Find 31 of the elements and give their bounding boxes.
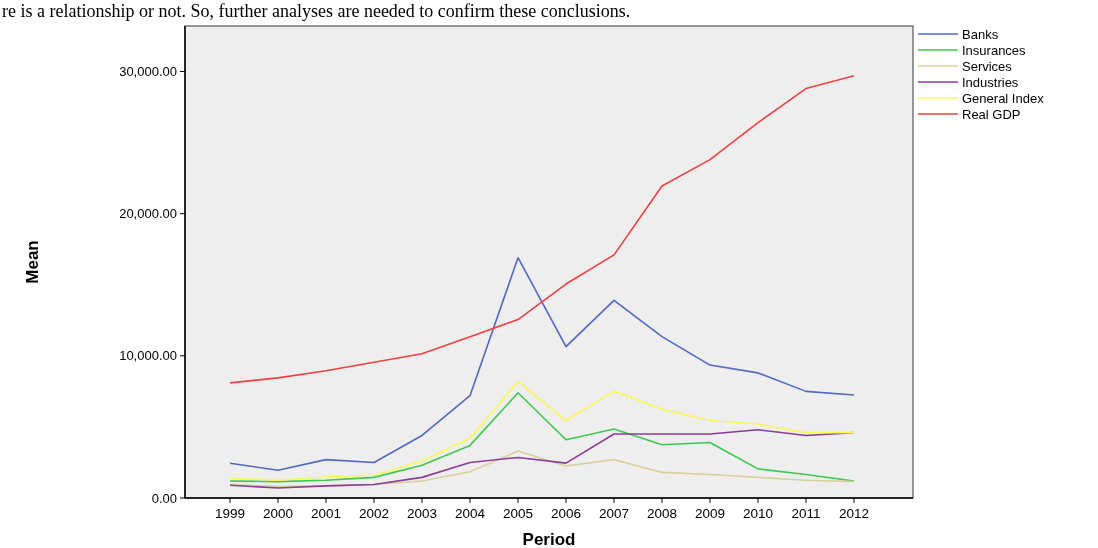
y-axis-title: Mean xyxy=(23,240,42,284)
x-tick-label: 2011 xyxy=(791,506,821,521)
x-tick-label: 2006 xyxy=(550,506,582,521)
legend-label: Industries xyxy=(962,74,1019,90)
x-tick-label: 2002 xyxy=(358,506,390,521)
y-tick-label: 30,000.00 xyxy=(119,64,177,80)
x-tick-label: 1999 xyxy=(214,506,246,521)
x-axis-title: Period xyxy=(522,530,576,548)
legend-label: Banks xyxy=(962,26,999,42)
x-tick-label: 2000 xyxy=(262,506,294,521)
line-series xyxy=(229,428,855,489)
line-series xyxy=(229,74,855,384)
x-tick-label: 2003 xyxy=(406,506,438,521)
x-tick-label: 2007 xyxy=(598,506,630,521)
legend-label: Real GDP xyxy=(962,106,1021,122)
x-tick-label: 2012 xyxy=(838,506,870,521)
legend-label: Insurances xyxy=(962,42,1027,58)
line-series xyxy=(229,450,855,488)
y-tick-label: 10,000.00 xyxy=(119,348,177,364)
x-tick-label: 2005 xyxy=(502,506,534,521)
x-tick-label: 2009 xyxy=(694,506,726,521)
y-tick-label: 0.00 xyxy=(151,490,177,506)
legend-label: General Index xyxy=(962,90,1045,106)
line-series xyxy=(229,256,855,472)
x-tick-label: 2010 xyxy=(742,506,774,521)
x-tick-label: 2004 xyxy=(454,506,486,521)
legend-label: Services xyxy=(962,58,1013,74)
y-tick-label: 20,000.00 xyxy=(119,206,177,222)
text: re is a relationship or not. So, further analyses are needed to confirm these conclusions. xyxy=(2,1,631,21)
x-tick-label: 2008 xyxy=(646,506,678,521)
x-tick-label: 2001 xyxy=(310,506,342,521)
